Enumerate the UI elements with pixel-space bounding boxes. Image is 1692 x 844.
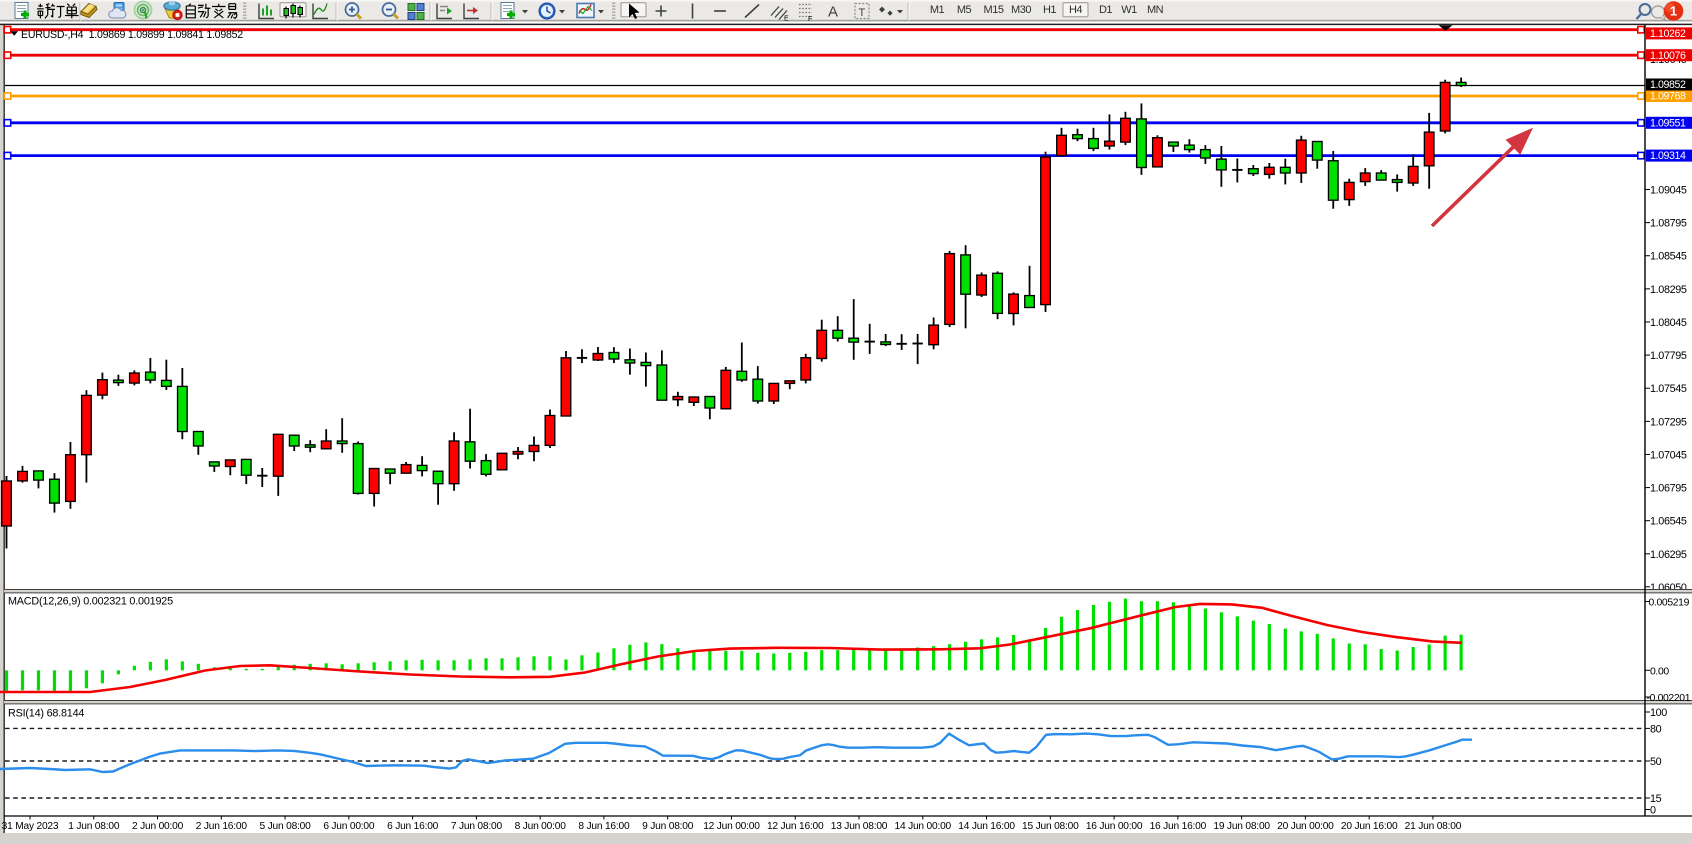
svg-text:M30: M30 [1011,4,1031,16]
svg-text:F: F [808,16,812,23]
svg-text:2 Jun 00:00: 2 Jun 00:00 [132,821,184,832]
svg-text:2 Jun 16:00: 2 Jun 16:00 [196,821,248,832]
svg-text:1.09045: 1.09045 [1650,185,1687,197]
svg-text:12 Jun 00:00: 12 Jun 00:00 [703,821,760,832]
svg-text:1.08295: 1.08295 [1650,284,1687,296]
svg-text:EURUSD-,H4 1.09869 1.09899 1.: EURUSD-,H4 1.09869 1.09899 1.09841 1.098… [21,29,243,41]
svg-text:1.07795: 1.07795 [1650,350,1687,362]
svg-text:1.08795: 1.08795 [1650,218,1687,230]
svg-text:A: A [828,4,838,21]
svg-text:1: 1 [1670,4,1677,19]
svg-text:31 May 2023: 31 May 2023 [2,821,59,832]
svg-text:1.06795: 1.06795 [1650,483,1687,495]
svg-text:13 Jun 08:00: 13 Jun 08:00 [831,821,888,832]
svg-text:RSI(14) 68.8144: RSI(14) 68.8144 [8,708,84,720]
svg-text:1.09852: 1.09852 [1650,79,1686,91]
svg-text:E: E [784,16,789,23]
svg-text:-0.002201: -0.002201 [1647,693,1691,704]
svg-text:1 Jun 08:00: 1 Jun 08:00 [68,821,120,832]
svg-text:12 Jun 16:00: 12 Jun 16:00 [767,821,824,832]
svg-text:50: 50 [1650,756,1662,768]
svg-text:6 Jun 16:00: 6 Jun 16:00 [387,821,439,832]
svg-text:1.07545: 1.07545 [1650,383,1687,395]
svg-text:0: 0 [1650,805,1656,817]
svg-text:W1: W1 [1121,4,1137,16]
svg-text:1.06295: 1.06295 [1650,549,1687,561]
svg-text:0.005219: 0.005219 [1649,598,1690,609]
svg-text:6 Jun 00:00: 6 Jun 00:00 [323,821,375,832]
svg-text:80: 80 [1650,723,1662,735]
svg-text:0.00: 0.00 [1650,666,1669,677]
svg-text:M15: M15 [984,4,1004,16]
svg-text:5 Jun 08:00: 5 Jun 08:00 [260,821,312,832]
svg-text:1.10076: 1.10076 [1650,50,1686,62]
svg-text:1.08045: 1.08045 [1650,317,1687,329]
svg-text:H1: H1 [1043,4,1056,16]
svg-text:M1: M1 [930,4,945,16]
svg-text:H4: H4 [1069,4,1082,16]
svg-text:M5: M5 [957,4,972,16]
svg-text:D1: D1 [1099,4,1112,16]
svg-text:1.06545: 1.06545 [1650,516,1687,528]
svg-text:14 Jun 16:00: 14 Jun 16:00 [958,821,1015,832]
svg-text:7 Jun 08:00: 7 Jun 08:00 [451,821,503,832]
svg-text:15: 15 [1650,793,1662,805]
svg-text:1.08545: 1.08545 [1650,251,1687,263]
svg-text:21 Jun 08:00: 21 Jun 08:00 [1405,821,1462,832]
svg-text:100: 100 [1650,707,1667,719]
svg-text:T: T [859,7,866,19]
svg-text:1.07295: 1.07295 [1650,416,1687,428]
svg-text:15 Jun 08:00: 15 Jun 08:00 [1022,821,1079,832]
svg-text:9 Jun 08:00: 9 Jun 08:00 [642,821,694,832]
svg-text:16 Jun 16:00: 16 Jun 16:00 [1150,821,1207,832]
svg-text:20 Jun 00:00: 20 Jun 00:00 [1277,821,1334,832]
svg-text:1.07045: 1.07045 [1650,449,1687,461]
svg-text:1.09314: 1.09314 [1650,150,1686,162]
svg-text:MACD(12,26,9) 0.002321 0.00192: MACD(12,26,9) 0.002321 0.001925 [8,596,173,608]
svg-text:MN: MN [1147,4,1164,16]
svg-text:8 Jun 16:00: 8 Jun 16:00 [578,821,630,832]
svg-text:16 Jun 00:00: 16 Jun 00:00 [1086,821,1143,832]
svg-text:8 Jun 00:00: 8 Jun 00:00 [515,821,567,832]
svg-text:19 Jun 08:00: 19 Jun 08:00 [1213,821,1270,832]
svg-text:14 Jun 00:00: 14 Jun 00:00 [895,821,952,832]
svg-text:1.09551: 1.09551 [1650,117,1686,129]
svg-text:20 Jun 16:00: 20 Jun 16:00 [1341,821,1398,832]
svg-text:1.10262: 1.10262 [1650,28,1686,40]
svg-text:1.09768: 1.09768 [1650,91,1686,103]
